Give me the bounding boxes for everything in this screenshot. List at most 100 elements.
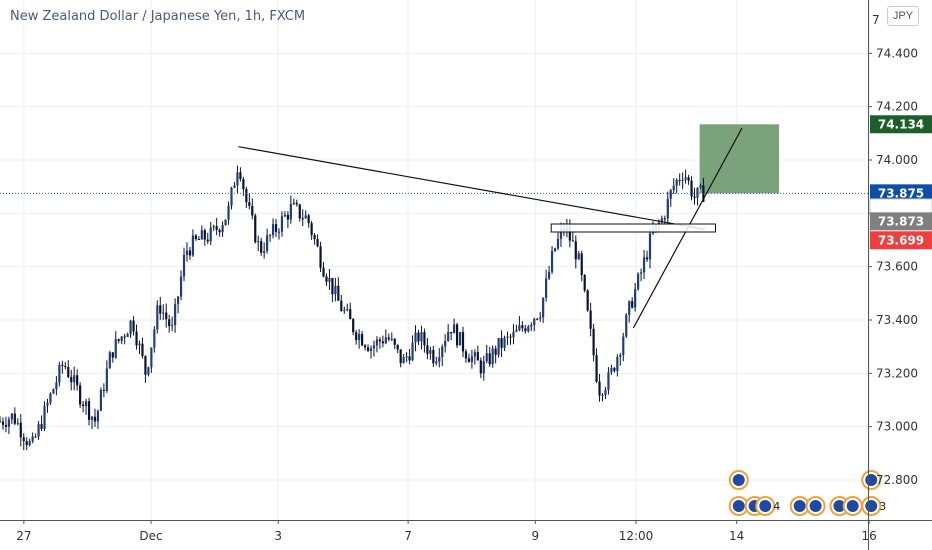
candle-body xyxy=(559,229,563,239)
candle-body xyxy=(277,231,281,233)
event-marker[interactable]: 3 xyxy=(861,496,886,516)
candle-body xyxy=(660,218,663,223)
candle-body xyxy=(396,344,399,350)
support-zone[interactable] xyxy=(550,223,717,233)
candle-body xyxy=(628,301,631,315)
event-marker[interactable] xyxy=(842,496,863,516)
candle-body xyxy=(266,235,269,252)
candles xyxy=(0,165,705,451)
candle-body xyxy=(233,185,236,188)
candle-body xyxy=(245,189,248,203)
candle-body xyxy=(455,324,459,346)
candle-body xyxy=(319,246,322,268)
candle-body xyxy=(349,309,352,320)
event-marker[interactable]: 4 xyxy=(755,496,780,516)
time-tick-label: 9 xyxy=(531,529,539,543)
candle-body xyxy=(268,235,272,237)
candle-body xyxy=(577,253,580,260)
candle-body xyxy=(595,355,598,382)
time-tick-label: Dec xyxy=(139,529,162,543)
candle-body xyxy=(441,346,444,358)
candle-body xyxy=(447,331,450,341)
candle-body xyxy=(126,334,129,337)
candle-body xyxy=(200,230,203,240)
price-tag-label: 74.134 xyxy=(878,117,924,131)
candle-body xyxy=(687,177,690,181)
candle-body xyxy=(435,361,438,364)
price-tick-label: 74.000 xyxy=(876,153,918,167)
event-marker[interactable] xyxy=(805,496,826,516)
candle-body xyxy=(666,198,669,219)
currency-button[interactable]: JPY xyxy=(887,6,919,26)
candle-body xyxy=(1,421,5,425)
candle-body xyxy=(147,367,150,375)
candle-body xyxy=(171,325,174,327)
candle-body xyxy=(102,389,105,391)
candle-body xyxy=(500,337,503,348)
candle-body xyxy=(58,364,61,383)
candle-body xyxy=(411,342,414,361)
candle-body xyxy=(153,329,156,348)
price-tick-label: 73.200 xyxy=(876,366,918,380)
candle-body xyxy=(453,324,456,334)
descending-trendline[interactable] xyxy=(238,146,706,230)
candle-body xyxy=(43,405,46,429)
candle-body xyxy=(340,300,343,312)
candle-body xyxy=(542,297,545,318)
candle-body xyxy=(390,338,393,340)
event-count: 3 xyxy=(879,500,886,513)
candle-body xyxy=(16,422,19,424)
candle-body xyxy=(533,318,536,325)
candle-body xyxy=(46,402,49,406)
event-markers[interactable]: 23423 xyxy=(728,470,887,516)
candle-body xyxy=(580,253,583,275)
candle-body xyxy=(497,337,500,355)
candle-body xyxy=(25,441,28,446)
candle-body xyxy=(61,364,64,366)
candle-body xyxy=(696,187,699,198)
candle-body xyxy=(598,381,601,396)
candle-body xyxy=(34,436,37,438)
candle-body xyxy=(248,202,251,206)
candle-body xyxy=(613,367,616,371)
candle-body xyxy=(684,177,687,180)
price-tick-label: 73.400 xyxy=(876,313,918,327)
candle-body xyxy=(509,336,512,338)
candle-body xyxy=(352,319,355,333)
candle-body xyxy=(464,351,468,359)
chart-title: New Zealand Dollar / Japanese Yen, 1h, F… xyxy=(10,9,306,24)
candle-body xyxy=(117,339,120,341)
candle-body xyxy=(521,325,524,329)
candle-body xyxy=(693,196,696,198)
candle-body xyxy=(19,422,22,438)
candle-body xyxy=(343,310,346,312)
candle-body xyxy=(405,356,408,358)
candle-body xyxy=(634,289,637,308)
candle-body xyxy=(215,226,218,230)
candle-body xyxy=(322,267,325,277)
candle-body xyxy=(236,172,239,186)
drawings[interactable] xyxy=(0,127,868,329)
candle-body xyxy=(176,296,180,305)
candle-body xyxy=(138,343,141,346)
candle-body xyxy=(188,250,192,256)
candle-body xyxy=(182,254,186,277)
candle-body xyxy=(227,205,230,220)
candle-body xyxy=(420,332,423,342)
candle-body xyxy=(402,357,405,364)
candle-body xyxy=(49,393,52,403)
candle-body xyxy=(313,235,316,240)
candle-body xyxy=(610,367,613,373)
candle-body xyxy=(589,310,592,329)
event-marker[interactable] xyxy=(728,470,749,490)
candle-body xyxy=(73,375,76,383)
event-count: 4 xyxy=(773,500,780,513)
candle-body xyxy=(185,250,189,255)
price-tick-label: 74.200 xyxy=(876,100,918,114)
candle-body xyxy=(79,385,82,405)
candle-body xyxy=(292,202,295,205)
candle-body xyxy=(218,229,221,233)
candle-body xyxy=(690,180,693,197)
